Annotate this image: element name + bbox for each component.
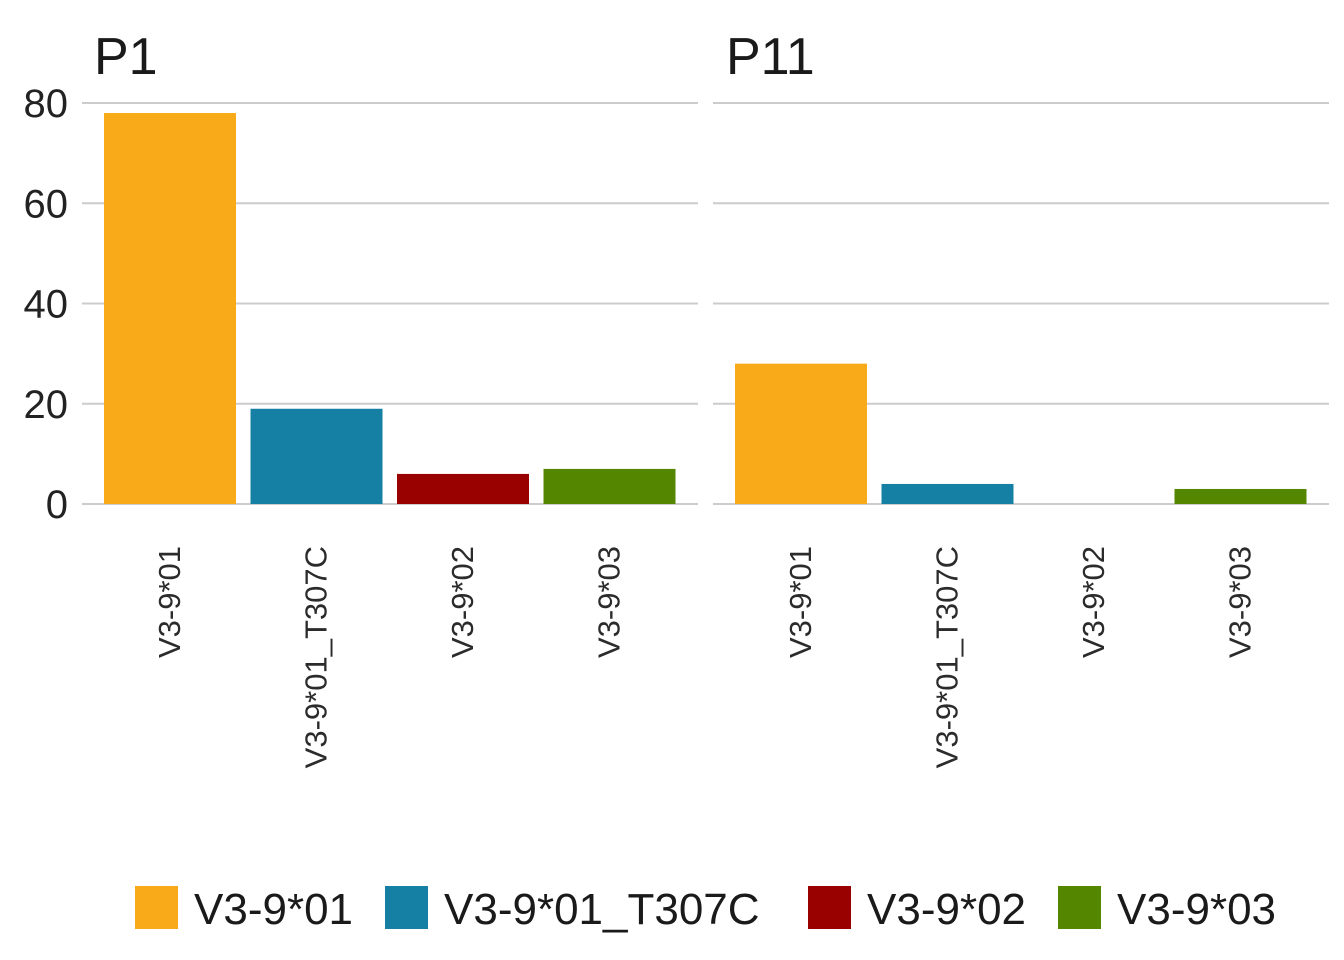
x-tick-label: V3-9*01 xyxy=(152,546,187,658)
x-tick-label: V3-9*02 xyxy=(1076,546,1111,658)
x-tick-label: V3-9*01_T307C xyxy=(299,546,334,768)
y-tick-label: 80 xyxy=(24,82,69,126)
panel-p1: P1 V3-9*01 V3-9*01_T307C V3-9*02 V3-9*03 xyxy=(82,28,698,768)
bar xyxy=(881,483,1014,504)
legend-label: V3-9*03 xyxy=(1117,885,1276,934)
legend-item: V3-9*01_T307C xyxy=(385,885,760,934)
legend-item: V3-9*01 xyxy=(135,885,353,934)
y-tick-label: 0 xyxy=(46,483,68,527)
bar xyxy=(1174,488,1307,504)
bar xyxy=(543,468,676,504)
legend-swatch xyxy=(135,886,178,929)
y-tick-label: 20 xyxy=(24,383,69,427)
x-tick-label: V3-9*03 xyxy=(592,546,627,658)
y-tick-label: 40 xyxy=(24,283,69,327)
legend-item: V3-9*03 xyxy=(1058,885,1276,934)
panel-title: P11 xyxy=(726,28,815,86)
x-tick-label: V3-9*02 xyxy=(445,546,480,658)
legend-label: V3-9*01 xyxy=(194,885,353,934)
legend-item: V3-9*02 xyxy=(808,885,1026,934)
panel-title: P1 xyxy=(94,28,158,86)
legend-swatch xyxy=(1058,886,1101,929)
legend-label: V3-9*01_T307C xyxy=(444,885,760,934)
y-axis: 0 20 40 60 80 xyxy=(24,82,69,527)
legend: V3-9*01 V3-9*01_T307C V3-9*02 V3-9*03 xyxy=(135,885,1276,934)
bar xyxy=(397,473,529,504)
legend-swatch xyxy=(808,886,851,929)
y-tick-label: 60 xyxy=(24,182,69,226)
bar xyxy=(250,408,383,504)
legend-label: V3-9*02 xyxy=(867,885,1026,934)
panel-p11: P11 V3-9*01 V3-9*01_T307C V3-9*02 V3-9*03 xyxy=(713,28,1329,768)
bar xyxy=(104,113,236,505)
bar xyxy=(735,363,867,504)
x-tick-label: V3-9*01 xyxy=(783,546,818,658)
legend-swatch xyxy=(385,886,428,929)
chart-panels: P1 V3-9*01 V3-9*01_T307C V3-9*02 V3-9*03 P11 V… xyxy=(82,28,1329,768)
x-tick-label: V3-9*03 xyxy=(1223,546,1258,658)
x-tick-label: V3-9*01_T307C xyxy=(930,546,965,768)
